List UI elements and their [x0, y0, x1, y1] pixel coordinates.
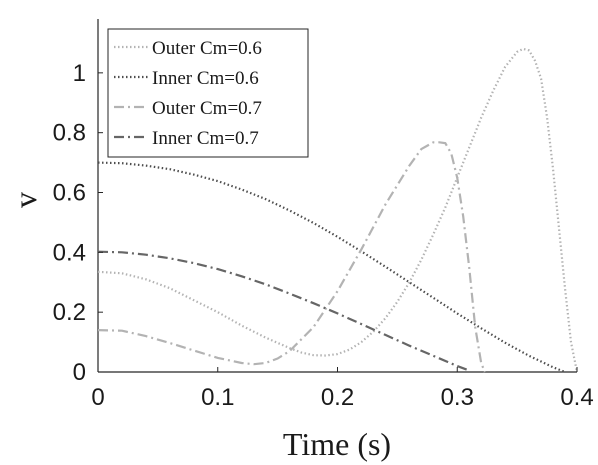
series-line — [97, 47, 579, 373]
ticks-layer: 0 0.1 0.2 0.3 0.4 0 0.2 0.4 0.6 0.8 1 — [53, 60, 594, 411]
legend: Outer Cm=0.6 Inner Cm=0.6 Outer Cm=0.7 Inne… — [107, 28, 309, 158]
x-tick-label: 0.1 — [201, 384, 234, 411]
y-axis-title: v — [7, 192, 43, 208]
legend-box — [107, 28, 309, 158]
x-tick-label: 0.3 — [441, 384, 474, 411]
x-tick-label: 0.2 — [321, 384, 354, 411]
legend-label: Inner Cm=0.6 — [152, 68, 259, 89]
legend-label: Outer Cm=0.6 — [152, 38, 262, 59]
y-tick-label: 0.6 — [53, 180, 86, 207]
y-tick-label: 0.4 — [53, 239, 86, 266]
series-layer — [97, 47, 579, 374]
y-tick-label: 0.8 — [53, 120, 86, 147]
y-tick-label: 0.2 — [53, 299, 86, 326]
x-tick-label: 0 — [91, 384, 104, 411]
x-tick-label: 0.4 — [560, 384, 593, 411]
legend-label: Outer Cm=0.7 — [152, 98, 262, 119]
series-line — [97, 141, 486, 373]
x-axis-title: Time (s) — [283, 426, 391, 462]
y-tick-label: 0 — [73, 359, 86, 386]
series-line — [97, 161, 566, 374]
series-line — [97, 250, 470, 372]
legend-label: Inner Cm=0.7 — [152, 128, 259, 149]
y-tick-label: 1 — [73, 60, 86, 87]
